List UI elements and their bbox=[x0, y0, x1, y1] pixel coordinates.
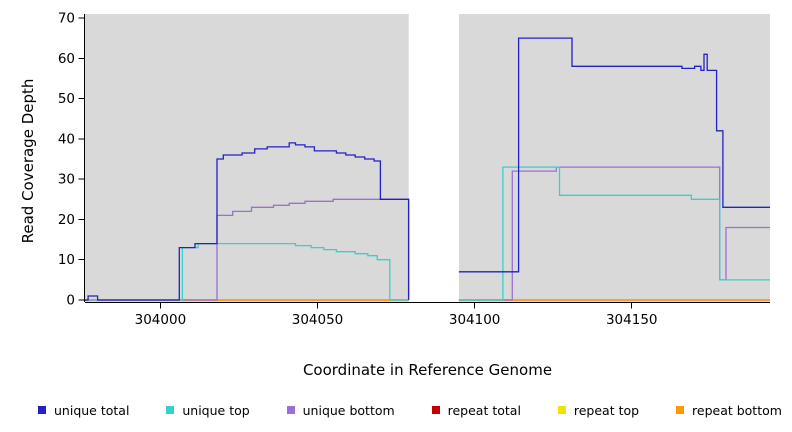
y-tick-label: 10 bbox=[58, 252, 75, 268]
legend-label: unique top bbox=[182, 402, 250, 418]
y-tick-label: 70 bbox=[58, 11, 75, 27]
legend-swatch-unique-bottom bbox=[286, 406, 295, 414]
legend-item-repeat-top: repeat top bbox=[557, 402, 640, 418]
legend-swatch-unique-top bbox=[166, 406, 175, 414]
y-tick-label: 30 bbox=[58, 172, 75, 188]
legend-label: unique bottom bbox=[302, 402, 395, 418]
legend-label: unique total bbox=[54, 402, 130, 418]
legend-item-unique-top: unique top bbox=[166, 402, 250, 418]
y-tick-label: 20 bbox=[58, 212, 75, 228]
y-tick-label: 50 bbox=[58, 91, 75, 107]
legend-swatch-repeat-bottom bbox=[676, 406, 685, 414]
chart-legend: unique total unique top unique bottom repea… bbox=[0, 400, 792, 420]
coverage-gap-band bbox=[408, 14, 459, 302]
series-segment bbox=[458, 37, 770, 273]
axes bbox=[78, 14, 770, 309]
legend-swatch-unique-total bbox=[38, 406, 46, 414]
legend-label: repeat total bbox=[447, 402, 521, 418]
y-tick-label: 40 bbox=[58, 131, 75, 147]
legend-label: repeat bottom bbox=[692, 402, 782, 418]
legend-item-unique-bottom: unique bottom bbox=[286, 402, 395, 418]
legend-item-repeat-total: repeat total bbox=[431, 402, 521, 418]
y-tick-label: 0 bbox=[66, 293, 75, 309]
series-unique-top bbox=[85, 166, 770, 301]
x-tick-label: 304100 bbox=[449, 312, 501, 328]
series-segment bbox=[458, 166, 770, 301]
legend-swatch-repeat-total bbox=[431, 406, 440, 414]
series-segment bbox=[458, 166, 770, 301]
legend-item-repeat-bottom: repeat bottom bbox=[676, 403, 782, 418]
x-tick-label: 304150 bbox=[606, 312, 658, 328]
legend-item-unique-total: unique total bbox=[38, 403, 129, 418]
series-unique-bottom bbox=[85, 166, 770, 301]
series-segment bbox=[85, 142, 410, 301]
series-segment bbox=[85, 198, 410, 301]
legend-label: repeat top bbox=[573, 402, 640, 418]
x-tick-label: 304050 bbox=[292, 312, 344, 328]
legend-swatch-repeat-top bbox=[557, 406, 566, 414]
series-segment bbox=[85, 242, 409, 301]
y-tick-label: 60 bbox=[58, 51, 75, 67]
series-unique-total bbox=[85, 37, 770, 301]
x-tick-label: 304000 bbox=[135, 312, 187, 328]
y-axis-title: Read Coverage Depth bbox=[19, 78, 37, 244]
x-axis-title: Coordinate in Reference Genome bbox=[302, 361, 553, 379]
